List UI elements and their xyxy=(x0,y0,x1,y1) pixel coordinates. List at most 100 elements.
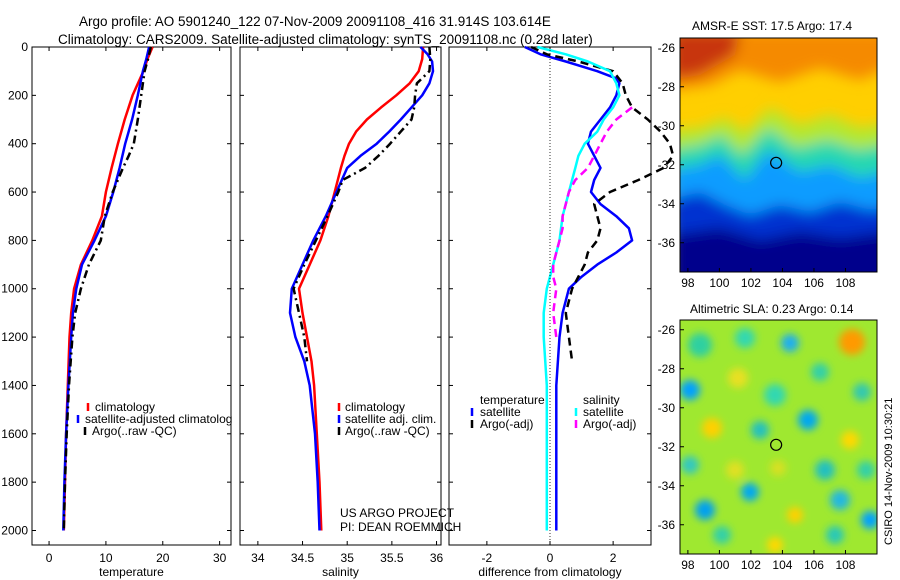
sla-texture-blob xyxy=(857,461,875,479)
legend-label-argo: Argo(..raw -QC) xyxy=(345,424,430,438)
legend-label-satellite: satellite adj. clim. xyxy=(345,412,436,426)
map-x-tick-label: 100 xyxy=(709,558,729,572)
sla-texture-blob xyxy=(735,328,755,348)
temperature-legend: climatology satellite-adjusted climatolo… xyxy=(76,400,232,438)
sla-map-title: Altimetric SLA: 0.23 Argo: 0.14 xyxy=(690,302,854,316)
sla-texture-blob xyxy=(726,461,744,479)
figure-title-line1: Argo profile: AO 5901240_122 07-Nov-2009… xyxy=(79,14,551,29)
y-tick-label: 200 xyxy=(8,88,28,102)
y-tick-label: 1200 xyxy=(1,330,28,344)
sla-texture-blob xyxy=(741,483,759,501)
sla-texture-blob xyxy=(751,421,769,439)
series-line-temperature-argo-adj- xyxy=(530,45,675,362)
y-tick-label: 2000 xyxy=(1,523,28,537)
sla-map xyxy=(680,320,877,554)
y-tick-label: 0 xyxy=(21,40,28,54)
sla-texture-blob xyxy=(787,507,803,523)
legend-title-temperature: temperature xyxy=(480,393,545,407)
map-y-tick-label: -30 xyxy=(658,119,676,133)
map-x-tick-label: 104 xyxy=(772,558,792,572)
sla-texture-blob xyxy=(680,380,700,400)
map-x-tick-label: 100 xyxy=(709,276,729,290)
legend-label-sal-satellite: satellite xyxy=(583,405,624,419)
x-tick-label: 10 xyxy=(99,551,113,565)
x-tick-label: 35 xyxy=(341,551,355,565)
map-x-tick-label: 106 xyxy=(804,276,824,290)
map-x-tick-label: 106 xyxy=(804,558,824,572)
sla-texture-blob xyxy=(826,526,844,544)
y-tick-label: 1400 xyxy=(1,378,28,392)
y-tick-label: 600 xyxy=(8,185,28,199)
x-tick-label: 20 xyxy=(156,551,170,565)
sla-texture-blob xyxy=(681,456,699,474)
legend-label-temp-satellite: satellite xyxy=(480,405,521,419)
map-x-tick-label: 102 xyxy=(741,558,761,572)
series-line-salinity-satellite xyxy=(537,45,621,531)
sla-texture-blob xyxy=(770,460,786,476)
x-tick-label: 35.5 xyxy=(380,551,404,565)
map-x-tick-label: 108 xyxy=(835,558,855,572)
sla-texture-blob xyxy=(815,460,835,480)
y-tick-label: 1000 xyxy=(1,282,28,296)
legend-label-sal-argo: Argo(-adj) xyxy=(583,417,636,431)
series-line-satellite-adjusted-climatology xyxy=(62,46,151,531)
sla-texture-blob xyxy=(767,537,783,553)
sla-texture-blob xyxy=(688,333,712,357)
series-line-climatology xyxy=(297,46,425,531)
map-x-tick-label: 108 xyxy=(835,276,855,290)
x-tick-label: -2 xyxy=(482,551,493,565)
map-y-tick-label: -26 xyxy=(658,323,676,337)
sla-texture-blob xyxy=(861,511,877,529)
map-y-tick-label: -26 xyxy=(658,41,676,55)
x-tick-label: 0 xyxy=(547,551,554,565)
y-tick-label: 800 xyxy=(8,233,28,247)
salinity-panel-frame xyxy=(239,46,442,546)
series-line-argo-raw-qc- xyxy=(62,46,153,531)
x-axis-label: difference from climatology xyxy=(478,565,621,579)
sla-texture-blob xyxy=(798,410,818,430)
map-y-tick-label: -32 xyxy=(658,158,676,172)
project-credit: US ARGO PROJECT xyxy=(340,506,455,520)
x-axis-label: temperature xyxy=(99,565,164,579)
legend-title-salinity: salinity xyxy=(583,393,620,407)
csiro-timestamp: CSIRO 14-Nov-2009 10:30:21 xyxy=(883,398,895,545)
difference-legend: temperature satellite Argo(-adj) salinit… xyxy=(470,393,636,431)
x-tick-label: 36 xyxy=(430,551,444,565)
y-tick-label: 400 xyxy=(8,137,28,151)
legend-label-argo: Argo(..raw -QC) xyxy=(92,424,177,438)
sst-map-title: AMSR-E SST: 17.5 Argo: 17.4 xyxy=(692,19,852,33)
sla-texture-blob xyxy=(764,384,786,406)
x-tick-label: 2 xyxy=(610,551,617,565)
sla-texture-blob xyxy=(853,383,871,401)
map-y-tick-label: -32 xyxy=(658,440,676,454)
legend-label-satellite: satellite-adjusted climatolog xyxy=(85,412,232,426)
map-x-tick-label: 98 xyxy=(681,276,695,290)
sla-texture-blob xyxy=(702,418,722,438)
map-x-tick-label: 104 xyxy=(772,276,792,290)
legend-label-temp-argo: Argo(-adj) xyxy=(480,417,533,431)
sla-texture-blob xyxy=(830,490,850,510)
sla-argo-location-marker xyxy=(770,438,783,451)
y-tick-label: 1800 xyxy=(1,475,28,489)
x-tick-label: 30 xyxy=(213,551,227,565)
sst-argo-location-marker xyxy=(770,156,783,169)
map-y-tick-label: -34 xyxy=(658,479,676,493)
sla-texture-blob xyxy=(839,329,865,355)
map-x-tick-label: 98 xyxy=(681,558,695,572)
sla-texture-blob xyxy=(781,334,799,352)
map-y-tick-label: -36 xyxy=(658,236,676,250)
y-tick-label: 1600 xyxy=(1,427,28,441)
sla-map-frame xyxy=(679,319,878,555)
map-y-tick-label: -28 xyxy=(658,80,676,94)
x-tick-label: 0 xyxy=(46,551,53,565)
legend-label-climatology: climatology xyxy=(95,400,155,414)
salinity-legend: climatology satellite adj. clim. Argo(..… xyxy=(337,400,436,438)
sla-texture-blob xyxy=(811,363,829,381)
x-tick-label: 34.5 xyxy=(291,551,315,565)
sla-texture-blob xyxy=(713,526,731,544)
map-y-tick-label: -36 xyxy=(658,518,676,532)
sla-texture-blob xyxy=(841,431,859,449)
map-y-tick-label: -28 xyxy=(658,362,676,376)
